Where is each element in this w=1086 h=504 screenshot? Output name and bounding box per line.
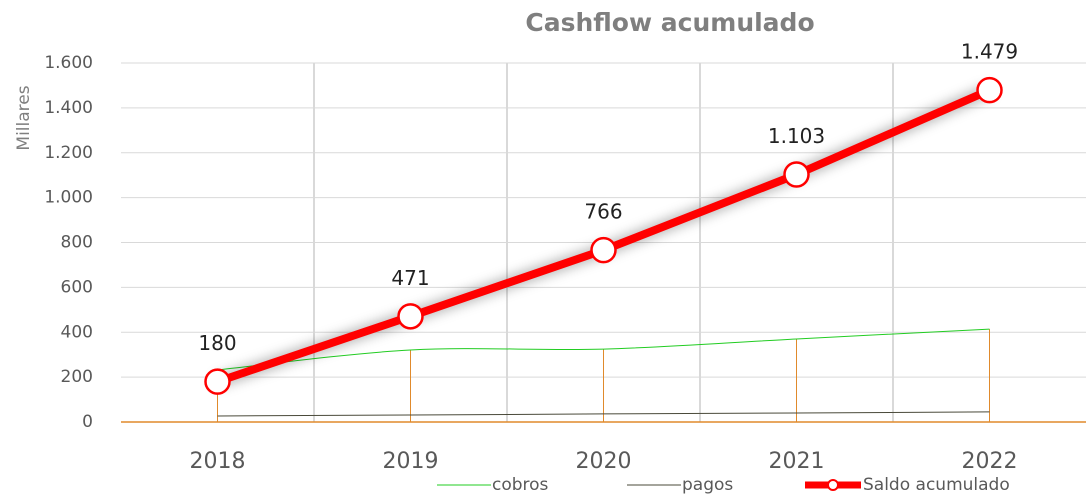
data-label: 471: [391, 266, 429, 290]
x-tick-label: 2018: [190, 449, 246, 474]
data-label: 1.479: [961, 40, 1018, 64]
y-tick-label: 400: [61, 322, 93, 342]
data-label: 180: [198, 331, 236, 355]
marker: [976, 76, 1003, 104]
y-tick-label: 1.200: [44, 143, 93, 163]
x-tick-label: 2020: [576, 449, 632, 474]
marker: [590, 236, 617, 264]
data-label: 1.103: [768, 124, 825, 148]
x-tick-label: 2022: [962, 449, 1018, 474]
y-tick-label: 1.000: [44, 188, 93, 208]
y-tick-label: 1.600: [44, 53, 93, 73]
legend-label: Saldo acumulado: [863, 475, 1010, 495]
legend-label: cobros: [492, 475, 549, 495]
y-axis-label: Millares: [14, 85, 34, 150]
line-shadow: [215, 85, 992, 387]
y-tick-label: 1.400: [44, 98, 93, 118]
x-tick-label: 2021: [769, 449, 825, 474]
y-tick-label: 600: [61, 277, 93, 297]
y-tick-label: 800: [61, 233, 93, 253]
series-line: [217, 411, 990, 417]
marker: [204, 368, 231, 395]
series-line: [217, 328, 990, 371]
y-tick-label: 0: [82, 412, 93, 432]
legend-label: pagos: [682, 475, 733, 495]
y-tick-label: 200: [61, 367, 93, 387]
data-label: 766: [584, 200, 622, 224]
chart-title: Cashflow acumulado: [525, 8, 814, 37]
x-tick-label: 2019: [383, 449, 439, 474]
legend-marker: [827, 479, 839, 491]
marker: [783, 161, 810, 188]
marker: [397, 303, 424, 330]
